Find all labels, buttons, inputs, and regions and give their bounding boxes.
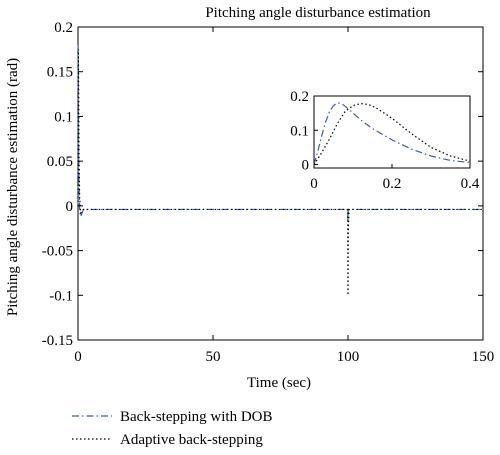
y-tick-label-2: 0.1 <box>54 109 73 125</box>
inset-x-tick-label-2: 0.4 <box>461 176 480 192</box>
x-tick-label-0: 0 <box>74 349 82 365</box>
y-tick-label-6: -0.1 <box>49 288 73 304</box>
x-tick-label-2: 100 <box>337 349 360 365</box>
inset-frame <box>313 95 471 169</box>
plot-frame <box>77 26 484 341</box>
y-tick-label-5: -0.05 <box>42 244 73 260</box>
main-plot-area <box>77 44 483 296</box>
y-axis-label: Pitching angle disturbance estimation (r… <box>5 58 21 316</box>
main-axes <box>77 26 484 341</box>
inset-y-tick-label-2: 0 <box>302 158 310 174</box>
x-tick-label-3: 150 <box>472 349 495 365</box>
inset-zoom-plot: 0 0.2 0.4 0.2 0.1 0 <box>290 89 480 192</box>
inset-x-tick-label-0: 0 <box>310 176 318 192</box>
x-axis-label: Time (sec) <box>247 375 311 391</box>
legend-label-adaptive: Adaptive back-stepping <box>120 432 263 448</box>
y-tick-label-7: -0.15 <box>42 333 73 349</box>
y-tick-label-1: 0.15 <box>47 65 73 81</box>
inset-x-tick-label-1: 0.2 <box>383 176 402 192</box>
inset-y-tick-label-0: 0.2 <box>290 89 309 105</box>
inset-y-tick-label-1: 0.1 <box>290 123 309 139</box>
legend: Back-stepping with DOB Adaptive back-ste… <box>72 409 272 448</box>
y-tick-label-4: 0 <box>66 199 74 215</box>
legend-label-dob: Back-stepping with DOB <box>120 409 272 425</box>
chart-title: Pitching angle disturbance estimation <box>205 5 431 21</box>
main-ticks: 0 50 100 150 0.2 0.15 0.1 0.05 0 -0.05 -0.1 -0.15 <box>42 20 495 365</box>
x-tick-label-1: 50 <box>206 349 221 365</box>
y-tick-label-3: 0.05 <box>47 154 73 170</box>
inset-series-line-1 <box>313 102 471 165</box>
y-tick-label-0: 0.2 <box>54 20 73 36</box>
series-line-1 <box>77 49 483 296</box>
